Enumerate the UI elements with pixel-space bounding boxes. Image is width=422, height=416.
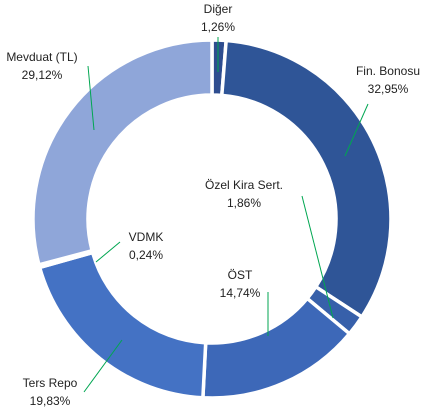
slice-value-label: 14,74% (220, 286, 261, 300)
leader-line (301, 195, 334, 319)
leader-line (87, 65, 95, 131)
donut-slice (31, 38, 214, 267)
slice-value-label: 1,26% (201, 20, 235, 34)
leader-line (344, 103, 369, 157)
slice-value-label: 32,95% (368, 82, 409, 96)
leader-line (83, 339, 123, 393)
leader-line (95, 241, 121, 263)
slice-label: Mevduat (TL) (6, 50, 77, 64)
slice-label: Diğer (204, 2, 233, 16)
slice-value-label: 1,86% (227, 196, 261, 210)
slice-value-label: 0,24% (129, 248, 163, 262)
slice-label: Özel Kira Sert. (205, 178, 283, 192)
slice-label: ÖST (228, 268, 253, 282)
slice-label: VDMK (129, 230, 164, 244)
donut-slice (219, 38, 393, 320)
slice-value-label: 19,83% (30, 394, 71, 408)
slice-label: Fin. Bonosu (356, 64, 420, 78)
donut-slice (201, 295, 352, 400)
slice-label: Ters Repo (23, 376, 78, 390)
slice-value-label: 29,12% (22, 68, 63, 82)
